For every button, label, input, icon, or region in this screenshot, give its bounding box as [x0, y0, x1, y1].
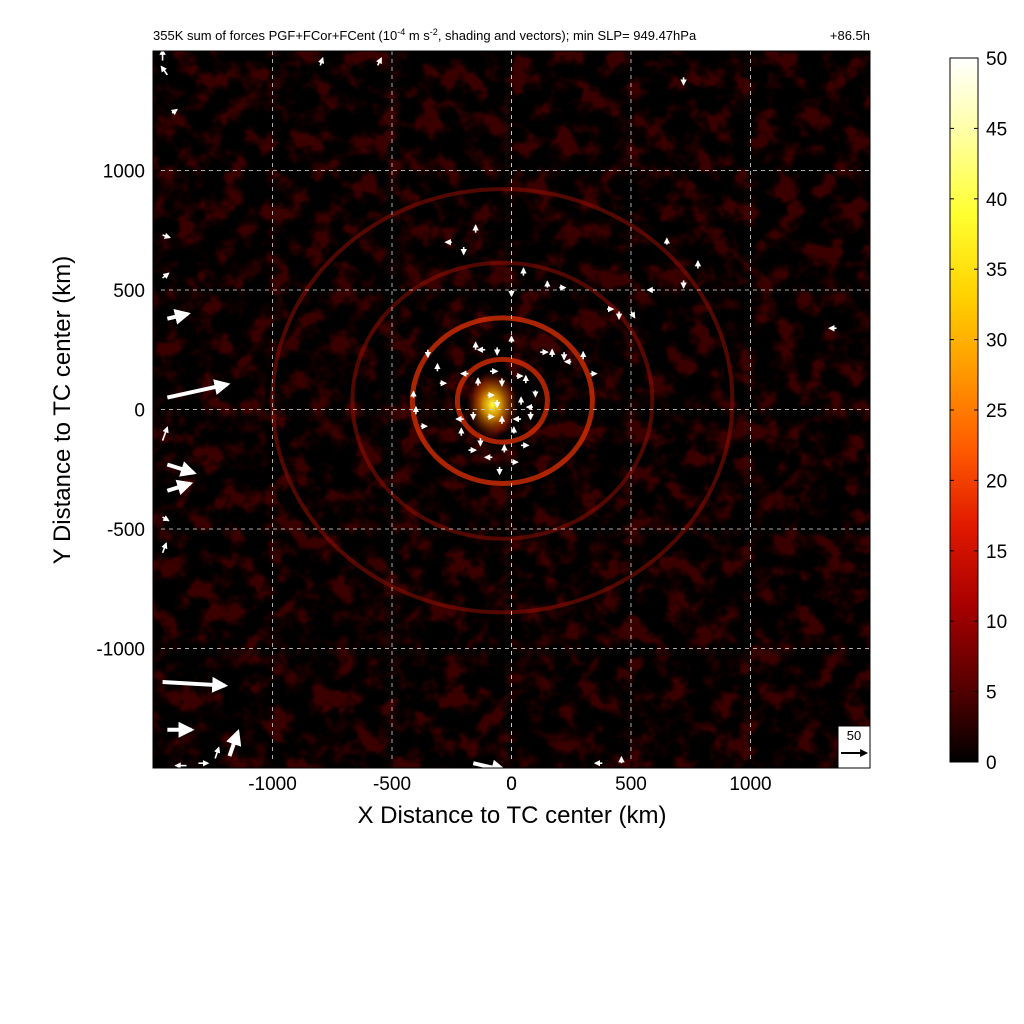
- colorbar-tick-label: 10: [986, 612, 1007, 633]
- force-vector: [629, 311, 636, 319]
- y-tick-label: 1000: [103, 162, 145, 183]
- force-vector: [170, 108, 178, 116]
- force-vectors: [159, 51, 837, 768]
- colorbar-tick-label: 40: [986, 190, 1007, 211]
- force-vector: [162, 232, 171, 239]
- x-tick-label: 1000: [729, 774, 771, 795]
- force-vector: [318, 56, 325, 66]
- colorbar-tick-label: 35: [986, 260, 1007, 281]
- spiral-band: [409, 315, 595, 487]
- colorbar-tick-label: 0: [986, 753, 997, 774]
- force-vector: [166, 379, 231, 400]
- y-tick-label: 0: [134, 401, 145, 422]
- y-axis-label: Y Distance to TC center (km): [49, 256, 76, 565]
- spiral-band: [270, 187, 735, 615]
- force-vector: [226, 729, 242, 757]
- force-vector: [161, 542, 168, 554]
- colorbar-tick-label: 30: [986, 331, 1007, 352]
- force-vector: [162, 676, 229, 693]
- colorbar-tick-label: 5: [986, 683, 997, 704]
- colorbar-ramp: [949, 57, 979, 763]
- force-vector: [376, 56, 382, 66]
- colorbar-tick-label: 15: [986, 542, 1007, 563]
- core-maximum: [466, 370, 519, 439]
- force-vector: [166, 479, 194, 496]
- force-vector: [162, 515, 170, 522]
- chart-title: 355K sum of forces PGF+FCor+FCent (10-4 …: [153, 27, 697, 43]
- forecast-time-label: +86.5h: [830, 28, 870, 43]
- x-tick-label: 0: [506, 774, 517, 795]
- y-axis-ticks: -1000 -500 0 500 1000: [96, 162, 159, 661]
- colorbar-tick-label: 50: [986, 49, 1007, 70]
- x-axis-ticks: -1000 -500 00 500 1000: [248, 762, 772, 795]
- force-vector: [166, 309, 191, 325]
- y-tick-label: 500: [113, 281, 145, 302]
- spiral-band: [350, 260, 655, 541]
- colorbar-tick-label: 20: [986, 471, 1007, 492]
- colorbar-tick-label: 45: [986, 119, 1007, 140]
- force-vector: [214, 746, 221, 759]
- force-vector: [162, 272, 170, 279]
- x-tick-label: -500: [373, 774, 411, 795]
- colorbar: 0 5 10 15 20 25 30 35 40 45 50: [949, 49, 1007, 774]
- force-vector: [472, 759, 508, 768]
- reference-vector-frame: [837, 725, 871, 769]
- heatmap-plot-area: [152, 50, 871, 769]
- x-tick-label: 500: [615, 774, 647, 795]
- y-tick-label: -500: [107, 520, 145, 541]
- x-axis-label: X Distance to TC center (km): [358, 802, 667, 829]
- force-vector: [161, 426, 169, 441]
- x-tick-label: -1000: [248, 774, 297, 795]
- reference-vector-label: 50: [847, 728, 861, 743]
- spiral-band: [454, 356, 550, 445]
- cyclone-core-features: [270, 187, 735, 615]
- force-vector: [166, 461, 197, 477]
- force-vector: [160, 65, 168, 76]
- reference-vector-box: 50: [837, 725, 871, 769]
- colorbar-ticks: 0 5 10 15 20 25 30 35 40 45 50: [950, 49, 1007, 774]
- colorbar-tick-label: 25: [986, 401, 1007, 422]
- x-tick-label: 0: [506, 774, 517, 795]
- y-tick-label: -1000: [96, 640, 145, 661]
